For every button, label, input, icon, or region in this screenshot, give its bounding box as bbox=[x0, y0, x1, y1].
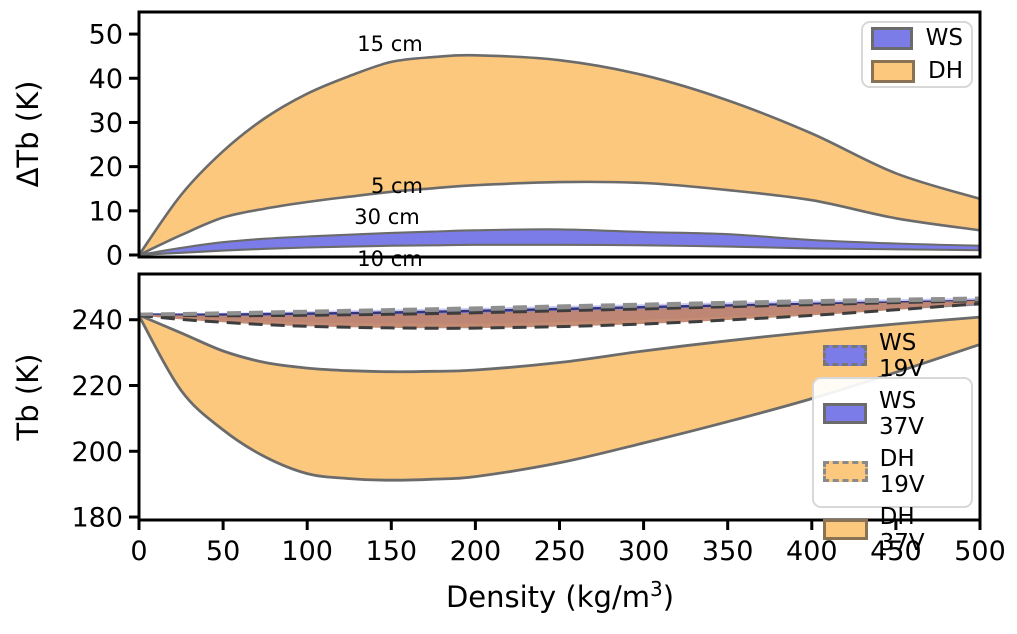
x-axis-label: Density (kg/m3) bbox=[446, 577, 674, 614]
legend-patch-ws-37v bbox=[823, 403, 867, 424]
plot-layer: 0 10 20 30 40 50 180 200 220 240 0 50 100 150 200 250 30… bbox=[71, 10, 1006, 567]
x-tick-label: 500 bbox=[954, 536, 1006, 567]
x-tick-label: 0 bbox=[130, 536, 147, 567]
edge-upper-ws-19v bbox=[138, 296, 981, 316]
x-tick-label: 400 bbox=[786, 536, 838, 567]
edge-upper-dh bbox=[137, 53, 981, 256]
legend-row-ws-37v: WS 37V bbox=[823, 388, 962, 440]
edge-upper-dh-19v bbox=[138, 299, 981, 318]
legend-label-ws: WS bbox=[925, 25, 963, 51]
legend-label-dh-37v: DH 37V bbox=[879, 503, 925, 556]
band-dh-19v bbox=[139, 300, 980, 329]
y-tick-label: 0 bbox=[106, 241, 123, 272]
legend-patch-dh bbox=[871, 59, 915, 83]
legend-top: WS DH bbox=[861, 21, 973, 88]
legend-bottom: WS 19V WS 37V DH 19V DH 37V bbox=[812, 330, 973, 556]
legend-patch-dh-19v bbox=[823, 461, 868, 482]
y-tick-label: 40 bbox=[89, 64, 123, 95]
legend-patch-dh-37v bbox=[823, 519, 868, 540]
axes-spines-0 bbox=[137, 10, 982, 259]
edge-upper-ws bbox=[138, 228, 981, 257]
annotation-15cm: 15 cm bbox=[357, 32, 422, 56]
legend-row-ws: WS bbox=[871, 25, 963, 51]
legend-row-dh-19v: DH 19V bbox=[823, 446, 962, 498]
y-tick-label: 220 bbox=[71, 371, 123, 402]
legend-label-ws-37v: WS 37V bbox=[878, 387, 924, 440]
y-tick-label: 180 bbox=[71, 503, 123, 534]
x-tick-label: 450 bbox=[870, 536, 922, 567]
legend-row-dh: DH bbox=[871, 58, 963, 84]
y-tick-label: 20 bbox=[89, 152, 123, 183]
y-tick-label: 10 bbox=[89, 196, 123, 227]
y-axis-label-bottom: Tb (K) bbox=[11, 354, 45, 442]
axes-spines-1 bbox=[137, 272, 982, 522]
y-tick-label: 240 bbox=[71, 305, 123, 336]
y-axis-label-top: ΔTb (K) bbox=[11, 81, 45, 188]
y-tick-label: 200 bbox=[71, 437, 123, 468]
x-tick-label: 300 bbox=[618, 536, 670, 567]
edge-lower-ws-19v bbox=[138, 298, 981, 317]
band-ws bbox=[139, 229, 980, 256]
x-tick-label: 150 bbox=[366, 536, 418, 567]
legend-label-ws-19v: WS 19V bbox=[878, 329, 924, 382]
legend-row-dh-37v: DH 37V bbox=[823, 504, 962, 556]
legend-patch-ws-19v bbox=[823, 345, 867, 366]
edge-lower-dh-37v bbox=[137, 315, 981, 482]
annotation-5cm: 5 cm bbox=[371, 174, 423, 198]
annotation-10cm: 10 cm bbox=[357, 247, 422, 271]
edge-lower-dh-19v bbox=[138, 302, 981, 330]
legend-label-dh-19v: DH 19V bbox=[879, 445, 925, 498]
y-tick-label: 30 bbox=[89, 108, 123, 139]
band-dh bbox=[139, 55, 980, 256]
legend-row-ws-19v: WS 19V bbox=[823, 330, 962, 382]
band-dh-37v bbox=[139, 315, 980, 481]
legend-patch-ws bbox=[871, 26, 913, 50]
edge-lower-dh bbox=[138, 180, 981, 257]
y-tick-label: 50 bbox=[89, 20, 123, 51]
text-layer: ΔTb (K) Tb (K) Density (kg/m3) 15 cm 5 c… bbox=[11, 32, 674, 614]
x-tick-label: 50 bbox=[206, 536, 240, 567]
edge-upper-dh-37v bbox=[138, 313, 981, 374]
annotation-30cm: 30 cm bbox=[354, 205, 419, 229]
legend-label-dh: DH bbox=[927, 58, 963, 84]
edge-lower-ws bbox=[138, 243, 981, 257]
x-tick-label: 350 bbox=[702, 536, 754, 567]
x-tick-label: 100 bbox=[281, 536, 333, 567]
x-tick-label: 250 bbox=[534, 536, 586, 567]
x-tick-label: 200 bbox=[450, 536, 502, 567]
